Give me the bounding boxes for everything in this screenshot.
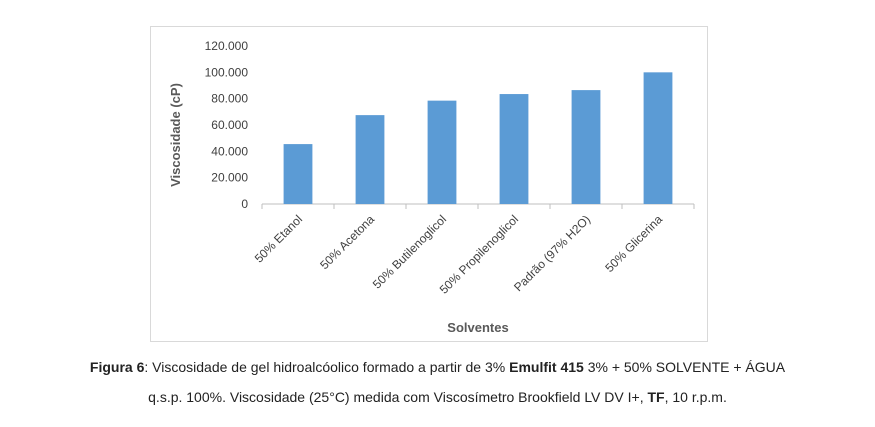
caption-colon: : — [144, 359, 149, 375]
y-axis-title: Viscosidade (cP) — [168, 83, 183, 187]
y-tick-label: 20.000 — [211, 171, 248, 185]
caption-line-2b: , 10 r.p.m. — [664, 389, 727, 405]
y-tick-label: 60.000 — [211, 118, 248, 132]
x-category-label: Padrão (97% H2O) — [511, 212, 593, 294]
x-category-label: 50% Butilenoglicol — [370, 212, 449, 291]
y-tick-label: 0 — [241, 197, 248, 211]
caption-tf: TF — [647, 389, 665, 405]
caption-line-2a: q.s.p. 100%. Viscosidade (25°C) medida c… — [148, 389, 648, 405]
bar — [427, 100, 457, 204]
caption-line-1: Figura 6: Viscosidade de gel hidroalcóol… — [0, 352, 875, 382]
figure-caption: Figura 6: Viscosidade de gel hidroalcóol… — [0, 352, 875, 412]
x-axis-title: Solventes — [447, 320, 508, 335]
bar — [283, 144, 313, 204]
y-tick-label: 40.000 — [211, 144, 248, 158]
caption-line-2: q.s.p. 100%. Viscosidade (25°C) medida c… — [0, 382, 875, 412]
caption-brand: Emulfit 415 — [509, 359, 584, 375]
x-category-label: 50% Propilenoglicol — [437, 212, 521, 296]
y-tick-label: 100.000 — [205, 65, 249, 79]
x-category-label: 50% Acetona — [317, 212, 377, 272]
bar — [643, 72, 673, 204]
caption-text-2: 3% + 50% SOLVENTE + ÁGUA — [583, 359, 786, 375]
caption-fig-label: Figura 6 — [89, 359, 145, 375]
caption-text-1: Viscosidade de gel hidroalcóolico formad… — [148, 359, 510, 375]
bar — [355, 115, 385, 204]
y-tick-label: 80.000 — [211, 92, 248, 106]
y-tick-label: 120.000 — [205, 39, 249, 53]
bar — [499, 94, 529, 204]
bar — [571, 90, 601, 204]
bar-chart: 0 20.000 40.000 60.000 80.000 100.000 120.000 5… — [168, 39, 695, 335]
x-category-label: 50% Glicerina — [602, 212, 665, 275]
x-category-label: 50% Etanol — [252, 212, 305, 265]
